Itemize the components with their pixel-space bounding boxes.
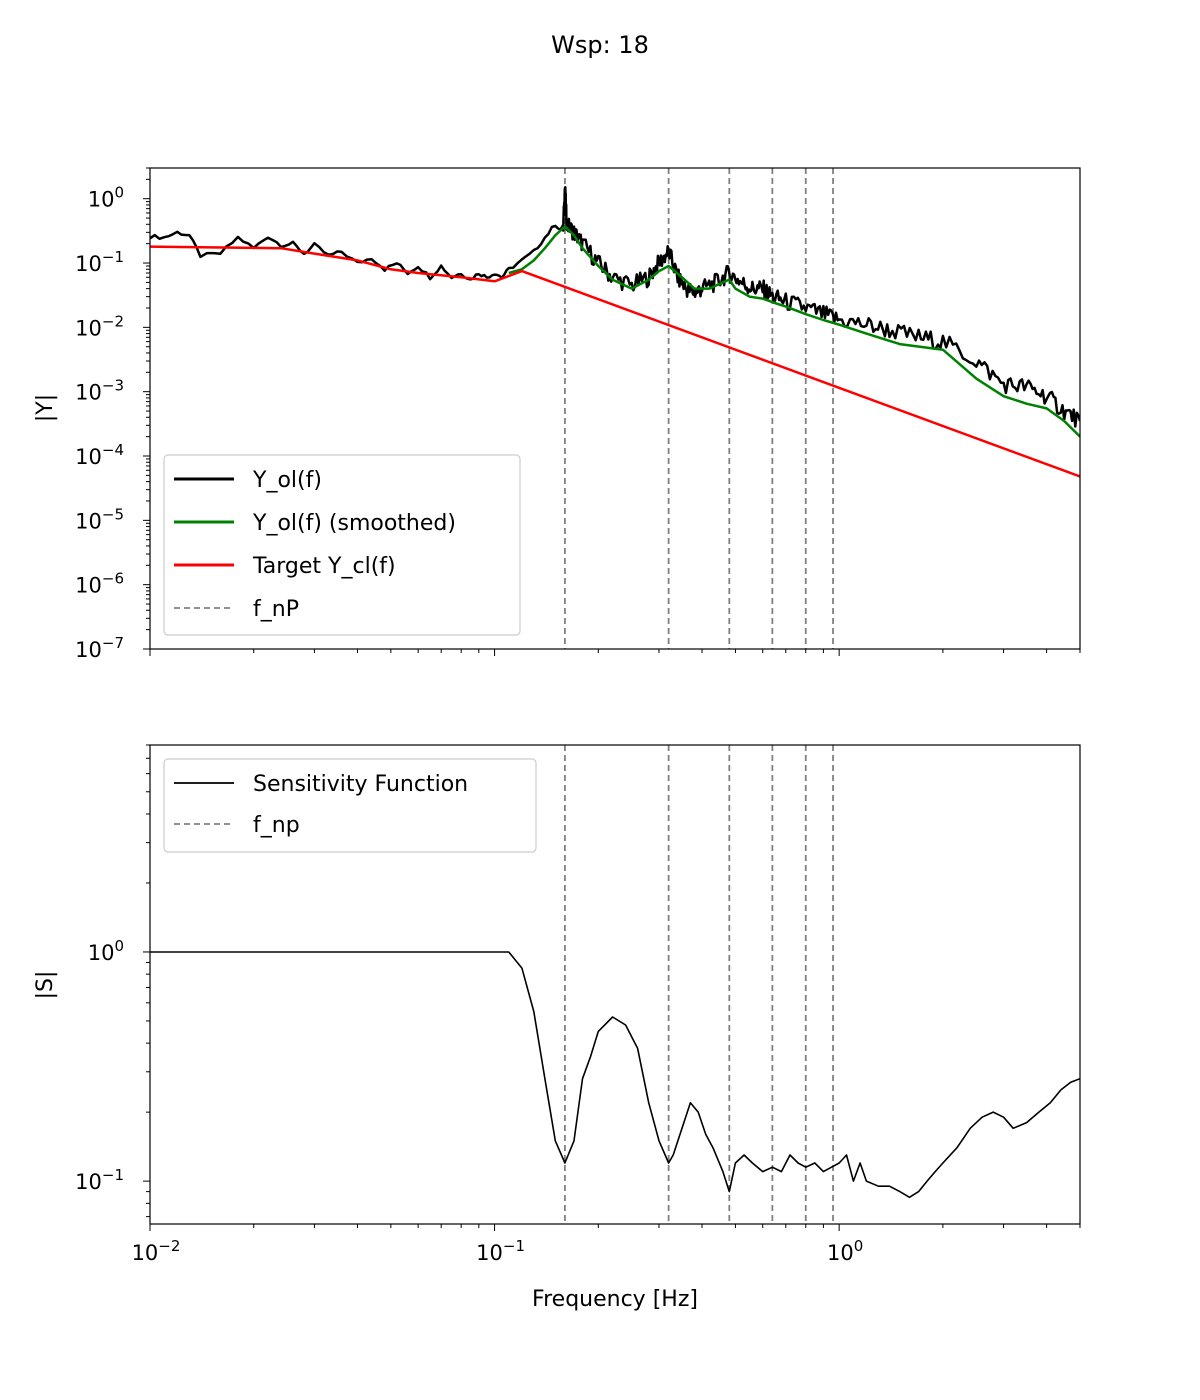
sensitivity-series	[150, 951, 1080, 1199]
spectrum-legend-label: Y_ol(f)	[252, 468, 322, 493]
x-tick-label: 10−2	[132, 1237, 181, 1265]
x-tick-label: 10−1	[476, 1237, 525, 1265]
x-axis-label: Frequency [Hz]	[532, 1287, 698, 1312]
figure-title: Wsp: 18	[551, 31, 649, 59]
sensitivity-legend-box	[163, 758, 537, 853]
sensitivity-y-axis-label: |S|	[33, 971, 58, 1000]
spectrum-legend: Y_ol(f) Y_ol(f) (smoothed) Target Y_cl(f)f…	[163, 454, 521, 636]
spectrum-y-tick-label: 100	[88, 184, 124, 212]
spectrum-legend-label: Y_ol(f) (smoothed)	[252, 511, 456, 536]
sensitivity-legend: Sensitivity Function f_np	[163, 758, 537, 853]
x-tick-label: 100	[827, 1237, 863, 1265]
spectrum-legend-label: f_nP	[253, 597, 299, 622]
spectrum-y-tick-label: 10−3	[75, 377, 124, 405]
sensitivity-ticks: 100 10−1 10−2 10−1 100	[75, 744, 1081, 1265]
spectrum-y-tick-label: 10−1	[75, 248, 124, 276]
spectrum-y-axis-label: |Y|	[33, 394, 58, 422]
spectrum-legend-label: Target Y_cl(f)	[252, 554, 396, 579]
spectrum-series-2	[150, 245, 1080, 478]
spectrum-axes-frame	[149, 167, 1081, 650]
sensitivity-legend-label: f_np	[253, 813, 300, 838]
spectrum-series	[150, 186, 1080, 478]
spectrum-y-tick-label: 10−7	[75, 634, 124, 662]
sensitivity-legend-label: Sensitivity Function	[253, 772, 468, 797]
spectrum-ticks: 100 10−1 10−2 10−3 10−4 10−5 10−6 10−7	[75, 167, 1081, 662]
sensitivity-series-0	[150, 951, 1080, 1199]
spectrum-panel: 100 10−1 10−2 10−3 10−4 10−5 10−6 10−7 |Y| Y_ol…	[33, 167, 1081, 662]
spectrum-series-1	[508, 225, 1080, 438]
spectrum-legend-box	[163, 454, 521, 636]
spectrum-y-tick-label: 10−5	[75, 505, 124, 533]
sensitivity-y-tick-label: 100	[88, 937, 124, 965]
spectrum-y-tick-label: 10−6	[75, 570, 124, 598]
spectrum-y-tick-label: 10−2	[75, 312, 124, 340]
sensitivity-axes-frame	[149, 744, 1081, 1225]
sensitivity-y-tick-label: 10−1	[75, 1166, 124, 1194]
sensitivity-panel: 100 10−1 10−2 10−1 100 |S| Frequency [Hz] Se…	[33, 744, 1081, 1312]
spectrum-y-tick-label: 10−4	[75, 441, 124, 469]
